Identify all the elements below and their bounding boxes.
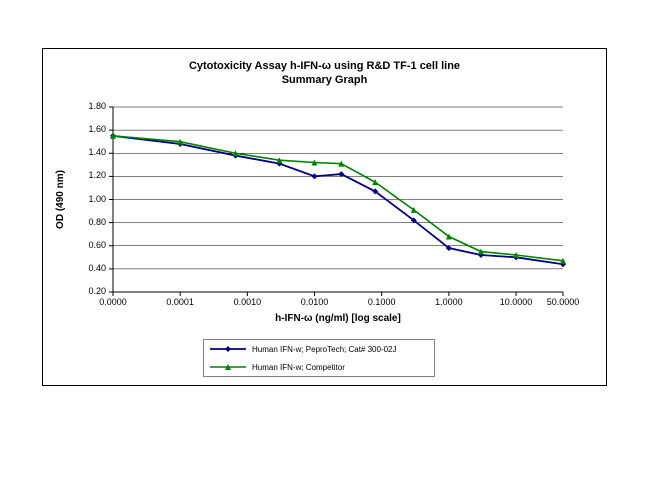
legend-label-1: Human IFN-w; Competitor [252,363,345,372]
plot-area [113,107,563,292]
y-tick-label: 0.40 [66,263,106,273]
y-tick-label: 1.20 [66,170,106,180]
x-tick-label: 0.0000 [88,297,138,307]
title-line-1: Cytotoxicity Assay h-IFN-ω using R&D TF-… [189,60,460,72]
legend-item: Human IFN-w; PeproTech; Cat# 300-02J [204,340,434,358]
legend: Human IFN-w; PeproTech; Cat# 300-02J Hum… [203,339,435,377]
y-tick-label: 1.40 [66,147,106,157]
x-tick-label: 0.0100 [290,297,340,307]
y-tick-label: 1.80 [66,101,106,111]
x-tick-label: 1.0000 [424,297,474,307]
y-tick-label: 0.80 [66,217,106,227]
x-axis-label: h-IFN-ω (ng/ml) [log scale] [113,313,563,324]
y-tick-label: 0.20 [66,286,106,296]
y-tick-label: 1.00 [66,194,106,204]
legend-label-0: Human IFN-w; PeproTech; Cat# 300-02J [252,345,397,354]
x-tick-label: 10.0000 [491,297,541,307]
legend-swatch-1 [210,361,246,373]
y-axis-label-text: OD (490 nm) [55,170,66,229]
y-axis-label: OD (490 nm) [53,107,67,292]
chart-title: Cytotoxicity Assay h-IFN-ω using R&D TF-… [43,59,606,88]
legend-swatch-0 [210,343,246,355]
x-tick-label: 0.0001 [155,297,205,307]
x-tick-label: 0.1000 [357,297,407,307]
legend-item: Human IFN-w; Competitor [204,358,434,376]
y-tick-label: 0.60 [66,240,106,250]
y-tick-label: 1.60 [66,124,106,134]
x-tick-label: 0.0010 [222,297,272,307]
x-tick-label: 50.0000 [538,297,588,307]
chart-frame: Cytotoxicity Assay h-IFN-ω using R&D TF-… [42,48,607,386]
title-line-2: Summary Graph [282,74,368,86]
